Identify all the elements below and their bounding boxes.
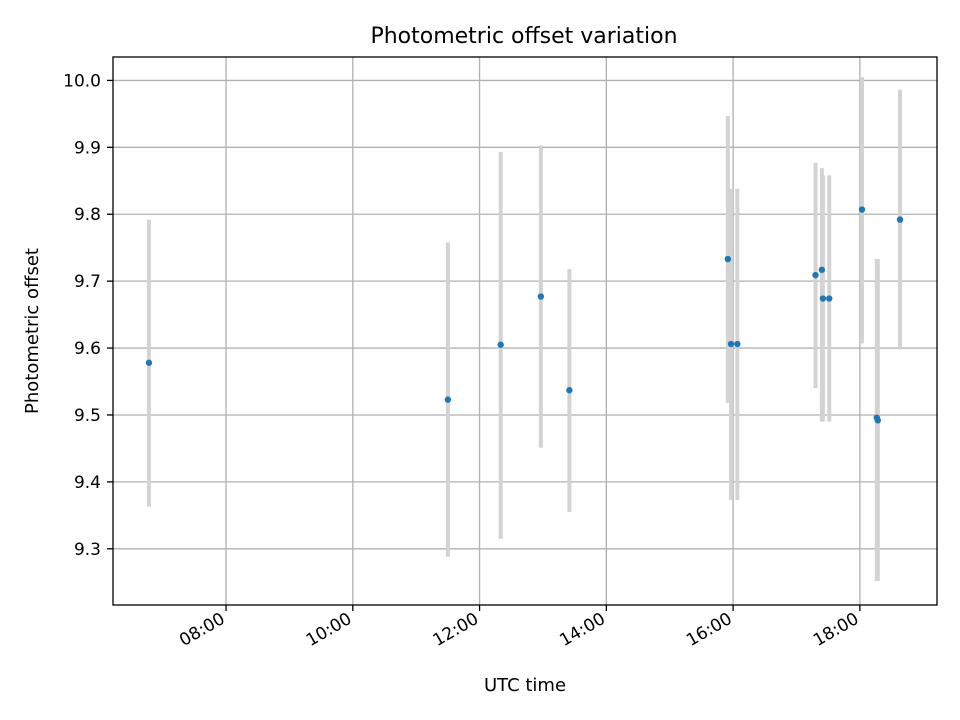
plot-frame — [112, 56, 938, 606]
data-point — [874, 417, 882, 424]
x-tick-label: 16:00 — [683, 609, 735, 651]
data-point — [724, 255, 732, 263]
y-tick-label: 9.9 — [74, 138, 101, 158]
x-tick-label: 08:00 — [176, 609, 228, 651]
y-tick-label: 9.3 — [74, 540, 101, 560]
y-axis-ticks: 9.3 9.4 9.5 9.6 9.7 9.8 9.9 10.0 — [63, 71, 113, 560]
y-axis-label: Photometric offset — [22, 248, 43, 414]
data-point — [444, 396, 452, 403]
y-tick-label: 9.5 — [74, 406, 101, 426]
data-point — [497, 341, 504, 348]
data-point — [858, 206, 866, 213]
x-tick-label: 18:00 — [810, 609, 862, 651]
data-points — [145, 206, 904, 424]
y-tick-label: 9.7 — [74, 272, 101, 292]
data-point — [896, 216, 904, 223]
data-point — [537, 293, 545, 300]
data-point — [819, 295, 827, 302]
x-tick-label: 10:00 — [303, 609, 355, 651]
data-point — [727, 340, 735, 348]
y-tick-label: 9.8 — [74, 205, 101, 225]
data-point — [566, 387, 573, 394]
y-tick-label: 9.6 — [74, 339, 101, 359]
y-tick-label: 9.4 — [74, 473, 101, 493]
error-bars — [146, 77, 903, 581]
y-tick-label: 10.0 — [63, 71, 101, 91]
data-point — [812, 271, 819, 279]
data-point — [145, 359, 153, 366]
x-tick-label: 12:00 — [430, 609, 482, 651]
data-point — [818, 266, 826, 273]
chart-title: Photometric offset variation — [370, 24, 677, 49]
x-tick-label: 14:00 — [556, 609, 608, 651]
grid — [113, 57, 937, 605]
data-point — [826, 295, 833, 302]
x-axis-ticks: 08:00 10:00 12:00 14:00 16:00 18:00 — [176, 605, 862, 651]
x-axis-label: UTC time — [484, 675, 566, 696]
data-point — [734, 340, 741, 348]
